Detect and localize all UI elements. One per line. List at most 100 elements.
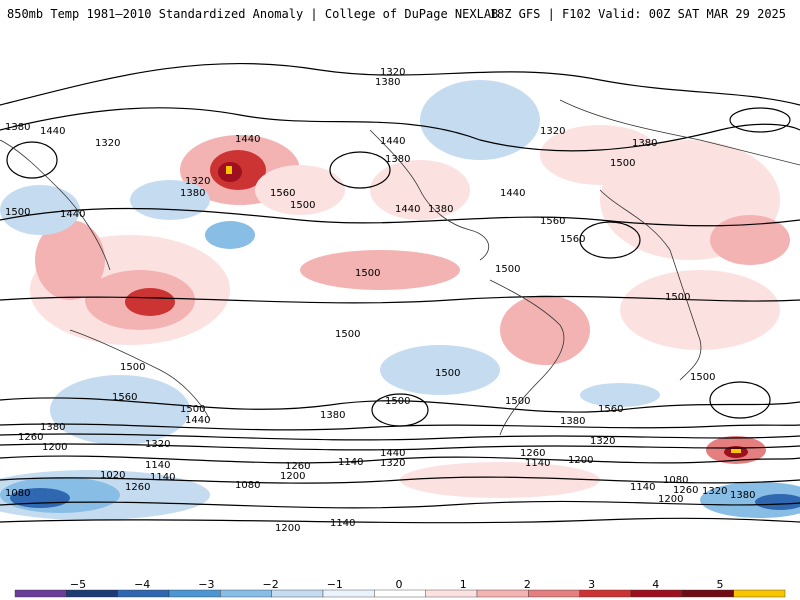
contour-label: 1500: [355, 268, 380, 279]
contour-label: 1380: [180, 188, 205, 199]
contour-label: 1560: [270, 188, 295, 199]
contour-label: 1440: [40, 126, 65, 137]
contour-label: 1380: [632, 138, 657, 149]
contour-label: 1560: [560, 234, 585, 245]
colorbar-tick-label: −5: [69, 578, 87, 591]
colorbar-tick-label: −3: [198, 578, 215, 591]
colorbar-swatch: [682, 589, 734, 598]
product-title: 850mb Temp 1981–2010 Standardized Anomal…: [7, 7, 499, 21]
contour-label: 1200: [275, 523, 300, 532]
contour-label: 1020: [100, 470, 125, 481]
colorbar-swatch: [322, 589, 375, 598]
contour-label: 1500: [335, 329, 360, 340]
colorbar-swatch: [630, 589, 683, 598]
anomaly-map: 1320 1380 1380 1440 1320 1440 1320 1380 …: [0, 40, 800, 532]
colorbar: [14, 589, 786, 598]
run-valid-title: 18Z GFS | F102 Valid: 00Z SAT MAR 29 202…: [489, 7, 786, 21]
colorbar-tick-label: 3: [588, 578, 596, 591]
contour-label-layer: 1320 1380 1380 1440 1320 1440 1320 1380 …: [5, 67, 755, 532]
contour-label: 1140: [525, 458, 550, 469]
map-header: 850mb Temp 1981–2010 Standardized Anomal…: [0, 0, 800, 28]
contour-label: 1380: [40, 422, 65, 433]
contour-label: 1140: [630, 482, 655, 493]
colorbar-swatch: [579, 589, 632, 598]
colorbar-tick-label: −4: [134, 578, 151, 591]
contour-label: 1500: [5, 207, 30, 218]
contour-label: 1440: [380, 448, 405, 459]
contour-label: 1440: [235, 134, 260, 145]
contour-label: 1500: [290, 200, 315, 211]
contour-label: 1260: [520, 448, 545, 459]
contour-label: 1260: [125, 482, 150, 493]
contour-label: 1380: [730, 490, 755, 501]
contour-label: 1440: [185, 415, 210, 426]
contour-label: 1320: [185, 176, 210, 187]
contour-label: 1140: [330, 518, 355, 529]
contour-label: 1320: [95, 138, 120, 149]
contour-label: 1140: [338, 457, 363, 468]
contour-label: 1080: [235, 480, 260, 491]
contour-label: 1380: [320, 410, 345, 421]
contour-label: 1380: [560, 416, 585, 427]
contour-label: 1200: [658, 494, 683, 505]
colorbar-swatch: [271, 589, 324, 598]
colorbar-swatch: [374, 589, 426, 598]
contour-label: 1560: [112, 392, 137, 403]
contour-label: 1080: [663, 475, 688, 486]
colorbar-swatch: [528, 589, 580, 598]
contour-label: 1560: [540, 216, 565, 227]
contour-label: 1260: [285, 461, 310, 472]
contour-label: 1500: [385, 396, 410, 407]
contour-label: 1080: [5, 488, 30, 499]
colorbar-swatch: [14, 589, 67, 598]
contour-label: 1320: [380, 458, 405, 469]
contour-label: 1320: [145, 439, 170, 450]
colorbar-tick-label: −2: [262, 578, 279, 591]
contour-label: 1440: [60, 209, 85, 220]
height-contours: [0, 62, 800, 524]
color-scale: −5 −4 −3 −2 −1 0 1 2 3 4 5: [0, 565, 800, 600]
contour-label: 1500: [505, 396, 530, 407]
colorbar-swatch: [425, 589, 478, 598]
colorbar-tick-label: −1: [326, 578, 343, 591]
contour-label: 1500: [180, 404, 205, 415]
contour-label: 1440: [500, 188, 525, 199]
contour-label: 1500: [495, 264, 520, 275]
colorbar-tick-label: 4: [652, 578, 660, 591]
coastlines: [0, 99, 800, 436]
colorbar-swatch: [66, 589, 118, 598]
contour-label: 1260: [18, 432, 43, 443]
colorbar-tick-label: 2: [523, 578, 531, 591]
anomaly-shading: [0, 80, 800, 520]
contour-label: 1200: [568, 455, 593, 466]
contour-label: 1500: [435, 368, 460, 379]
colorbar-swatch: [733, 589, 786, 598]
contour-label: 1380: [428, 204, 453, 215]
colorbar-swatch: [476, 589, 529, 598]
colorbar-swatch: [117, 589, 170, 598]
contour-label: 1200: [42, 442, 67, 453]
colorbar-swatch: [168, 589, 221, 598]
contour-label: 1140: [145, 460, 170, 471]
contour-label: 1380: [375, 77, 400, 88]
contour-label: 1560: [598, 404, 623, 415]
contour-label: 1320: [540, 126, 565, 137]
contour-label: 1440: [395, 204, 420, 215]
contour-label: 1140: [150, 472, 175, 483]
contour-label: 1320: [702, 486, 727, 497]
contour-label: 1260: [673, 485, 698, 496]
contour-label: 1380: [5, 122, 30, 133]
contour-label: 1200: [280, 471, 305, 482]
colorbar-tick-label: 0: [395, 578, 403, 591]
colorbar-tick-label: 5: [716, 578, 724, 591]
contour-label: 1320: [380, 67, 405, 78]
contour-label: 1380: [385, 154, 410, 165]
colorbar-tick-label: 1: [459, 578, 467, 591]
contour-label: 1500: [665, 292, 690, 303]
contour-label: 1500: [120, 362, 145, 373]
colorbar-swatch: [220, 589, 272, 598]
contour-label: 1500: [610, 158, 635, 169]
map-canvas: 1320 1380 1380 1440 1320 1440 1320 1380 …: [0, 62, 800, 532]
contour-label: 1500: [690, 372, 715, 383]
contour-label: 1440: [380, 136, 405, 147]
